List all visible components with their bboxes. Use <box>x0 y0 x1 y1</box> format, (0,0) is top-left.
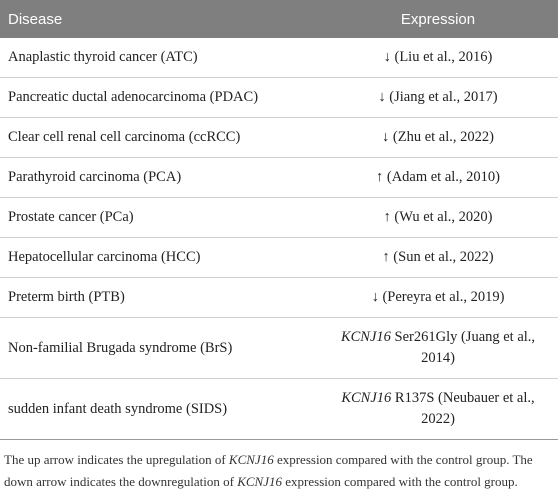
data-table: Disease Expression Anaplastic thyroid ca… <box>0 0 558 440</box>
cell-content: ↓ (Zhu et al., 2022) <box>325 127 551 148</box>
cell-text: ↓ (Jiang et al., 2017) <box>378 89 498 105</box>
cell-content: ↑ (Sun et al., 2022) <box>325 247 551 268</box>
gene-name: KCNJ16 <box>228 452 274 467</box>
header-cell: Expression <box>318 0 558 38</box>
expression-cell: KCNJ16 R137S (Neubauer et al., 2022) <box>318 378 558 440</box>
cell-text: Pancreatic ductal adenocarcinoma (PDAC) <box>8 89 259 105</box>
cell-content: Hepatocellular carcinoma (HCC) <box>8 247 260 268</box>
cell-text: Anaplastic thyroid cancer (ATC) <box>8 49 198 65</box>
cell-text: R137S (Neubauer et al., 2022) <box>394 390 535 427</box>
disease-cell: Clear cell renal cell carcinoma (ccRCC) <box>0 117 318 158</box>
cell-text: ↓ (Pereyra et al., 2019) <box>371 289 505 305</box>
disease-cell: Parathyroid carcinoma (PCA) <box>0 157 318 198</box>
table-row: Parathyroid carcinoma (PCA) ↑ (Adam et al… <box>0 157 558 198</box>
cell-text: Non-familial Brugada syndrome (BrS) <box>8 339 233 356</box>
disease-cell: Prostate cancer (PCa) <box>0 197 318 238</box>
cell-text: Prostate cancer (PCa) <box>8 209 134 225</box>
cell-content: Pancreatic ductal adenocarcinoma (PDAC) <box>8 87 260 108</box>
cell-content: Prostate cancer (PCa) <box>8 207 260 228</box>
cell-content: ↑ (Adam et al., 2010) <box>325 167 551 188</box>
cell-content: ↓ (Jiang et al., 2017) <box>325 87 551 108</box>
cell-content: Anaplastic thyroid cancer (ATC) <box>8 47 260 68</box>
cell-content: ↓ (Pereyra et al., 2019) <box>325 287 551 308</box>
cell-text: sudden infant death syndrome (SIDS) <box>8 400 228 417</box>
disease-cell: Non-familial Brugada syndrome (BrS) <box>0 317 318 379</box>
gene-name: KCNJ16 <box>237 474 283 489</box>
disease-cell: Hepatocellular carcinoma (HCC) <box>0 237 318 278</box>
cell-text: Hepatocellular carcinoma (HCC) <box>8 249 201 265</box>
header-row: Disease Expression <box>0 0 558 38</box>
cell-text: ↑ (Wu et al., 2020) <box>383 209 493 225</box>
cell-text: Preterm birth (PTB) <box>8 289 125 305</box>
gene-name: KCNJ16 <box>341 390 392 406</box>
table-row: Pancreatic ductal adenocarcinoma (PDAC) ↓… <box>0 77 558 118</box>
cell-content: KCNJ16 Ser261Gly (Juang et al., 2014) <box>325 327 551 369</box>
table-row: Non-familial Brugada syndrome (BrS) KCNJ1… <box>0 317 558 379</box>
expression-cell: ↑ (Sun et al., 2022) <box>318 237 558 278</box>
expression-cell: ↑ (Adam et al., 2010) <box>318 157 558 198</box>
expression-cell: ↓ (Pereyra et al., 2019) <box>318 277 558 318</box>
table-body: Anaplastic thyroid cancer (ATC) ↓ (Liu et… <box>0 38 558 440</box>
cell-content: sudden infant death syndrome (SIDS) <box>8 399 260 420</box>
cell-content: KCNJ16 R137S (Neubauer et al., 2022) <box>325 388 551 430</box>
table-row: Clear cell renal cell carcinoma (ccRCC) ↓… <box>0 117 558 158</box>
disease-cell: Pancreatic ductal adenocarcinoma (PDAC) <box>0 77 318 118</box>
footnote-text: expression compared with the control gro… <box>282 474 518 489</box>
cell-text: ↓ (Zhu et al., 2022) <box>382 129 494 145</box>
cell-content: Parathyroid carcinoma (PCA) <box>8 167 260 188</box>
gene-name: KCNJ16 <box>340 329 391 345</box>
disease-cell: sudden infant death syndrome (SIDS) <box>0 378 318 440</box>
footnote-text: expression compared with the control gro… <box>4 452 533 489</box>
cell-content: Preterm birth (PTB) <box>8 287 260 308</box>
disease-cell: Preterm birth (PTB) <box>0 277 318 318</box>
table-row: Preterm birth (PTB) ↓ (Pereyra et al., 20… <box>0 277 558 318</box>
cell-text: Clear cell renal cell carcinoma (ccRCC) <box>8 129 241 145</box>
table-row: Hepatocellular carcinoma (HCC) ↑ (Sun et … <box>0 237 558 278</box>
expression-cell: KCNJ16 Ser261Gly (Juang et al., 2014) <box>318 317 558 379</box>
table-row: sudden infant death syndrome (SIDS) KCNJ1… <box>0 378 558 440</box>
expression-cell: ↓ (Jiang et al., 2017) <box>318 77 558 118</box>
cell-text: ↑ (Sun et al., 2022) <box>382 249 494 265</box>
expression-cell: ↓ (Zhu et al., 2022) <box>318 117 558 158</box>
cell-text: ↓ (Liu et al., 2016) <box>383 49 493 65</box>
expression-cell: ↑ (Wu et al., 2020) <box>318 197 558 238</box>
table-row: Prostate cancer (PCa) ↑ (Wu et al., 2020) <box>0 197 558 238</box>
cell-content: ↑ (Wu et al., 2020) <box>325 207 551 228</box>
cell-content: Non-familial Brugada syndrome (BrS) <box>8 338 260 359</box>
cell-text: Ser261Gly (Juang et al., 2014) <box>394 329 536 366</box>
cell-content: Clear cell renal cell carcinoma (ccRCC) <box>8 127 260 148</box>
header-cell: Disease <box>0 0 318 38</box>
cell-content: ↓ (Liu et al., 2016) <box>325 47 551 68</box>
disease-cell: Anaplastic thyroid cancer (ATC) <box>0 38 318 78</box>
footnote-text: The up arrow indicates the upregulation … <box>4 452 229 467</box>
expression-cell: ↓ (Liu et al., 2016) <box>318 38 558 78</box>
table-row: Anaplastic thyroid cancer (ATC) ↓ (Liu et… <box>0 38 558 78</box>
footnote: The up arrow indicates the upregulation … <box>0 440 558 493</box>
cell-text: ↑ (Adam et al., 2010) <box>375 169 501 185</box>
cell-text: Parathyroid carcinoma (PCA) <box>8 169 182 185</box>
